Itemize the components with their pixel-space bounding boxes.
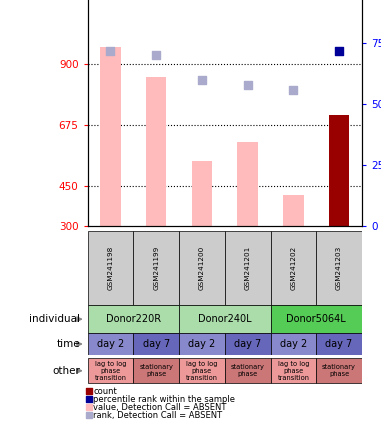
Point (290, 86, 296, 93)
Bar (133, 231, 179, 305)
Text: lag to log
phase
transition: lag to log phase transition (186, 361, 218, 381)
Text: stationary
phase: stationary phase (322, 364, 356, 377)
Bar (225, 358, 271, 383)
Text: Donor240L: Donor240L (198, 314, 251, 324)
Text: GSM241201: GSM241201 (245, 246, 251, 290)
Text: GSM241203: GSM241203 (336, 246, 342, 290)
Bar (179, 358, 225, 383)
Text: GSM241200: GSM241200 (199, 246, 205, 290)
Bar (133, 358, 179, 383)
Bar (271, 333, 316, 355)
Text: stationary
phase: stationary phase (139, 364, 173, 377)
Bar (329, 115, 349, 226)
Bar (146, 77, 166, 226)
Text: day 7: day 7 (142, 339, 170, 349)
Text: rank, Detection Call = ABSENT: rank, Detection Call = ABSENT (93, 411, 222, 420)
Point (85, 412, 91, 419)
Bar (271, 358, 316, 383)
Text: individual: individual (29, 314, 80, 324)
Text: Donor5064L: Donor5064L (287, 314, 346, 324)
Bar (192, 161, 212, 226)
Bar (316, 231, 362, 305)
Text: day 2: day 2 (97, 339, 124, 349)
Bar (316, 358, 362, 383)
Text: day 7: day 7 (234, 339, 261, 349)
Point (336, 47, 342, 54)
Point (153, 52, 159, 59)
Text: day 2: day 2 (280, 339, 307, 349)
Bar (88, 358, 133, 383)
Point (85, 396, 91, 403)
Bar (88, 305, 179, 333)
Point (107, 47, 114, 54)
Bar (88, 333, 133, 355)
Bar (179, 231, 225, 305)
Text: GSM241198: GSM241198 (107, 246, 114, 290)
Point (199, 76, 205, 83)
Point (245, 81, 251, 88)
Text: day 2: day 2 (188, 339, 216, 349)
Bar (271, 305, 362, 333)
Point (85, 388, 91, 395)
Bar (225, 231, 271, 305)
Text: stationary
phase: stationary phase (231, 364, 264, 377)
Bar (283, 195, 304, 226)
Bar (88, 231, 133, 305)
Text: percentile rank within the sample: percentile rank within the sample (93, 395, 235, 404)
Bar (271, 231, 316, 305)
Bar (237, 143, 258, 226)
Bar (100, 48, 121, 226)
Text: Donor220R: Donor220R (106, 314, 161, 324)
Bar (316, 333, 362, 355)
Bar (179, 305, 271, 333)
Point (85, 404, 91, 411)
Text: lag to log
phase
transition: lag to log phase transition (277, 361, 309, 381)
Text: GSM241202: GSM241202 (290, 246, 296, 290)
Text: value, Detection Call = ABSENT: value, Detection Call = ABSENT (93, 403, 226, 412)
Bar (133, 333, 179, 355)
Text: lag to log
phase
transition: lag to log phase transition (94, 361, 126, 381)
Text: count: count (93, 387, 117, 396)
Bar (179, 333, 225, 355)
Text: other: other (52, 366, 80, 376)
Text: time: time (56, 339, 80, 349)
Text: day 7: day 7 (325, 339, 353, 349)
Text: GSM241199: GSM241199 (153, 246, 159, 290)
Bar (225, 333, 271, 355)
